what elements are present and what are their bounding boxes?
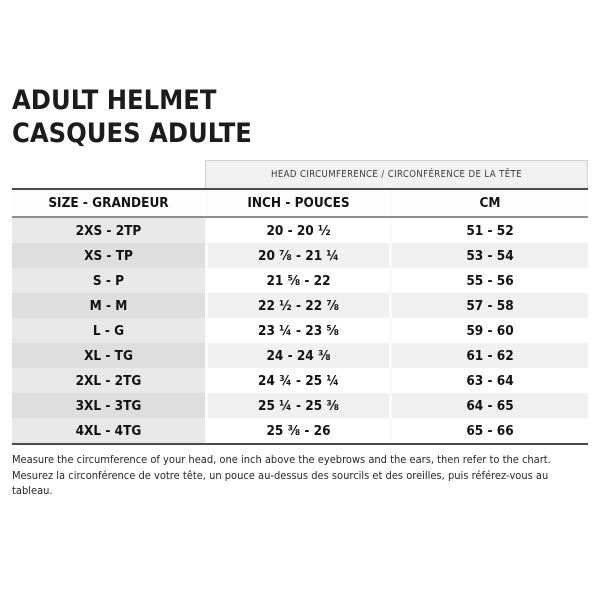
cm-cell: 55 - 56	[389, 268, 588, 293]
inch-cell: 25 ⅜ - 26	[205, 418, 389, 443]
cm-cell: 59 - 60	[389, 318, 588, 343]
cm-cell: 57 - 58	[389, 293, 588, 318]
measure-instructions: Measure the circumference of your head, …	[12, 452, 588, 499]
size-table: HEAD CIRCUMFERENCE / CIRCONFÉRENCE DE LA…	[12, 160, 588, 445]
column-header-size: SIZE - GRANDEUR	[48, 195, 169, 211]
size-cell: 2XL - 2TG	[12, 368, 205, 393]
inch-cell: 25 ¼ - 25 ⅜	[205, 393, 389, 418]
cm-cell: 53 - 54	[389, 243, 588, 268]
cm-cell: 61 - 62	[389, 343, 588, 368]
inch-cell: 20 - 20 ½	[205, 218, 389, 243]
size-cell: 3XL - 3TG	[12, 393, 205, 418]
cm-cell: 65 - 66	[389, 418, 588, 443]
head-circumference-header: HEAD CIRCUMFERENCE / CIRCONFÉRENCE DE LA…	[205, 160, 588, 188]
column-header-row: SIZE - GRANDEUR INCH - POUCES CM	[12, 188, 588, 218]
span-header-row: HEAD CIRCUMFERENCE / CIRCONFÉRENCE DE LA…	[12, 160, 588, 188]
size-cell: XL - TG	[12, 343, 205, 368]
inch-cell: 23 ¼ - 23 ⅝	[205, 318, 389, 343]
table-row: S - P 21 ⅝ - 22 55 - 56	[12, 268, 588, 293]
table-row: 2XL - 2TG 24 ¾ - 25 ¼ 63 - 64	[12, 368, 588, 393]
span-header-spacer	[12, 160, 205, 188]
table-row: 2XS - 2TP 20 - 20 ½ 51 - 52	[12, 218, 588, 243]
title-english: ADULT HELMET	[12, 85, 217, 116]
measure-instruction-french: Mesurez la circonférence de votre tête, …	[12, 468, 549, 498]
table-row: M - M 22 ½ - 22 ⅞ 57 - 58	[12, 293, 588, 318]
size-cell: XS - TP	[12, 243, 205, 268]
inch-cell: 21 ⅝ - 22	[205, 268, 389, 293]
size-cell: M - M	[12, 293, 205, 318]
size-cell: 4XL - 4TG	[12, 418, 205, 443]
measure-instruction-english: Measure the circumference of your head, …	[12, 453, 551, 466]
inch-cell: 22 ½ - 22 ⅞	[205, 293, 389, 318]
column-header-inch: INCH - POUCES	[205, 190, 389, 216]
size-cell: S - P	[12, 268, 205, 293]
page-title: ADULT HELMET CASQUES ADULTE	[12, 84, 252, 150]
table-row: 4XL - 4TG 25 ⅜ - 26 65 - 66	[12, 418, 588, 443]
column-header-cm: CM	[389, 190, 588, 216]
cm-cell: 51 - 52	[389, 218, 588, 243]
title-french: CASQUES ADULTE	[12, 118, 252, 149]
table-row: 3XL - 3TG 25 ¼ - 25 ⅜ 64 - 65	[12, 393, 588, 418]
size-cell: 2XS - 2TP	[12, 218, 205, 243]
table-row: XS - TP 20 ⅞ - 21 ¼ 53 - 54	[12, 243, 588, 268]
table-row: XL - TG 24 - 24 ⅜ 61 - 62	[12, 343, 588, 368]
cm-cell: 63 - 64	[389, 368, 588, 393]
inch-cell: 24 ¾ - 25 ¼	[205, 368, 389, 393]
table-body: 2XS - 2TP 20 - 20 ½ 51 - 52 XS - TP 20 ⅞…	[12, 218, 588, 445]
inch-cell: 20 ⅞ - 21 ¼	[205, 243, 389, 268]
size-cell: L - G	[12, 318, 205, 343]
table-row: L - G 23 ¼ - 23 ⅝ 59 - 60	[12, 318, 588, 343]
cm-cell: 64 - 65	[389, 393, 588, 418]
inch-cell: 24 - 24 ⅜	[205, 343, 389, 368]
